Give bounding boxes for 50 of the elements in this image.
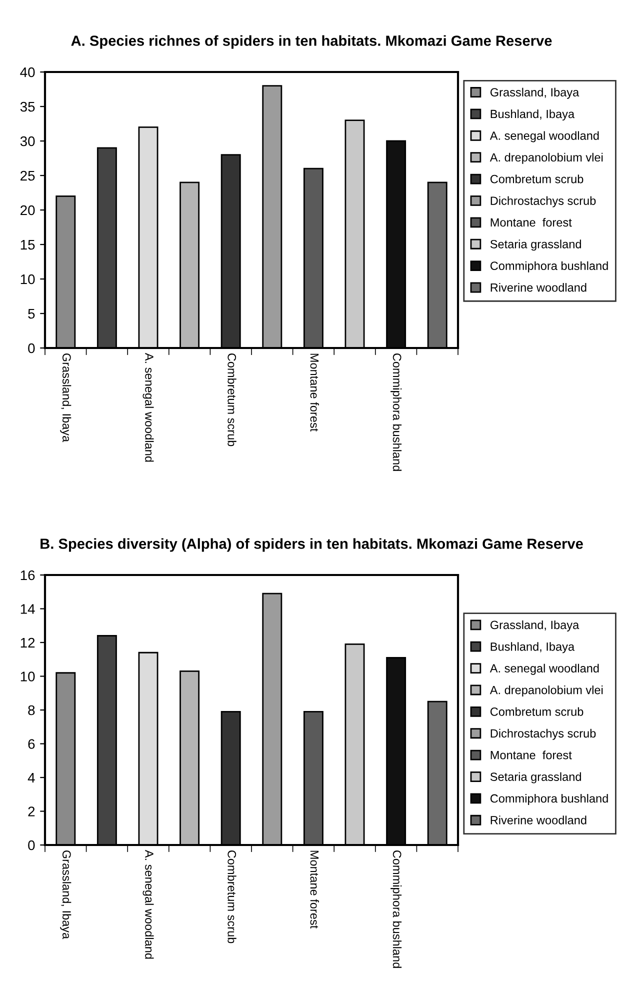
y-tick-label: 4	[28, 772, 35, 783]
x-tick-label: Montane forest	[310, 354, 319, 432]
y-tick-label: 35	[20, 102, 35, 112]
x-tick-label: A. senegal woodland	[142, 352, 154, 462]
y-tick-label: 30	[20, 136, 35, 146]
legend-label: Dichrostachys scrub	[490, 196, 596, 208]
legend-label: Commiphora bushland	[490, 794, 608, 805]
y-tick-label: 6	[28, 739, 35, 749]
legend-label: Setaria grassland	[490, 240, 581, 251]
chart-title: B. Species diversity (Alpha) of spiders in ten habitats. Mkomazi Game Reserve	[40, 538, 583, 552]
y-tick-label: 10	[20, 274, 35, 284]
x-tick-label: Grassland, Ibaya	[60, 850, 72, 940]
y-tick-label: 5	[28, 308, 35, 319]
legend-label: A. drepanolobium vlei	[490, 686, 603, 697]
legend-label: Combretum scrub	[490, 174, 584, 184]
x-tick-label: Commiphora bushland	[390, 353, 402, 471]
y-tick-label: 8	[28, 705, 35, 716]
legend-label: Dichrostachys scrub	[490, 728, 596, 740]
y-tick-label: 0	[28, 840, 35, 850]
y-tick-label: 0	[28, 343, 35, 354]
y-tick-label: 10	[20, 672, 35, 682]
legend-label: A. senegal woodland	[490, 131, 599, 142]
legend-label: Commiphora bushland	[490, 261, 608, 272]
x-tick-label: Combretum scrub	[228, 850, 236, 944]
legend-label: Riverine woodland	[490, 816, 586, 824]
legend-label: Riverine woodland	[490, 283, 586, 292]
x-tick-label: Grassland, Ibaya	[60, 353, 72, 442]
legend-label: A. senegal woodland	[490, 664, 599, 675]
y-tick-label: 14	[20, 604, 35, 614]
x-tick-label: A. senegal woodland	[142, 850, 154, 959]
legend-label: Bushland, Ibaya	[490, 110, 575, 121]
legend-label: Montane forest	[490, 750, 572, 760]
y-tick-label: 40	[20, 67, 35, 78]
y-tick-label: 20	[20, 205, 35, 216]
y-tick-label: 12	[20, 638, 35, 648]
legend-label: Combretum scrub	[490, 707, 584, 716]
x-tick-label: Commiphora bushland	[390, 850, 402, 968]
chart-title: A. Species richnes of spiders in ten habitats. Mkomazi Game Reserve	[71, 35, 552, 49]
legend-label: Grassland, Ibaya	[490, 88, 580, 99]
x-tick-label: Montane forest	[310, 850, 319, 929]
x-tick-label: Combretum scrub	[228, 353, 236, 446]
y-tick-label: 25	[20, 170, 35, 181]
legend-label: A. drepanolobium vlei	[490, 152, 603, 164]
legend-label: Grassland, Ibaya	[490, 620, 580, 632]
legend-label: Setaria grassland	[490, 772, 581, 784]
legend-label: Bushland, Ibaya	[490, 642, 575, 654]
y-tick-label: 15	[20, 240, 35, 250]
y-tick-label: 2	[28, 806, 35, 816]
y-tick-label: 16	[20, 570, 35, 580]
legend-label: Montane forest	[490, 218, 572, 227]
